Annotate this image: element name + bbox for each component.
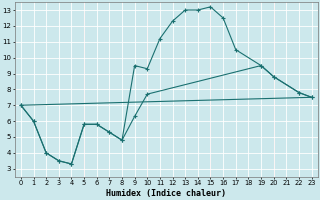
- X-axis label: Humidex (Indice chaleur): Humidex (Indice chaleur): [106, 189, 226, 198]
